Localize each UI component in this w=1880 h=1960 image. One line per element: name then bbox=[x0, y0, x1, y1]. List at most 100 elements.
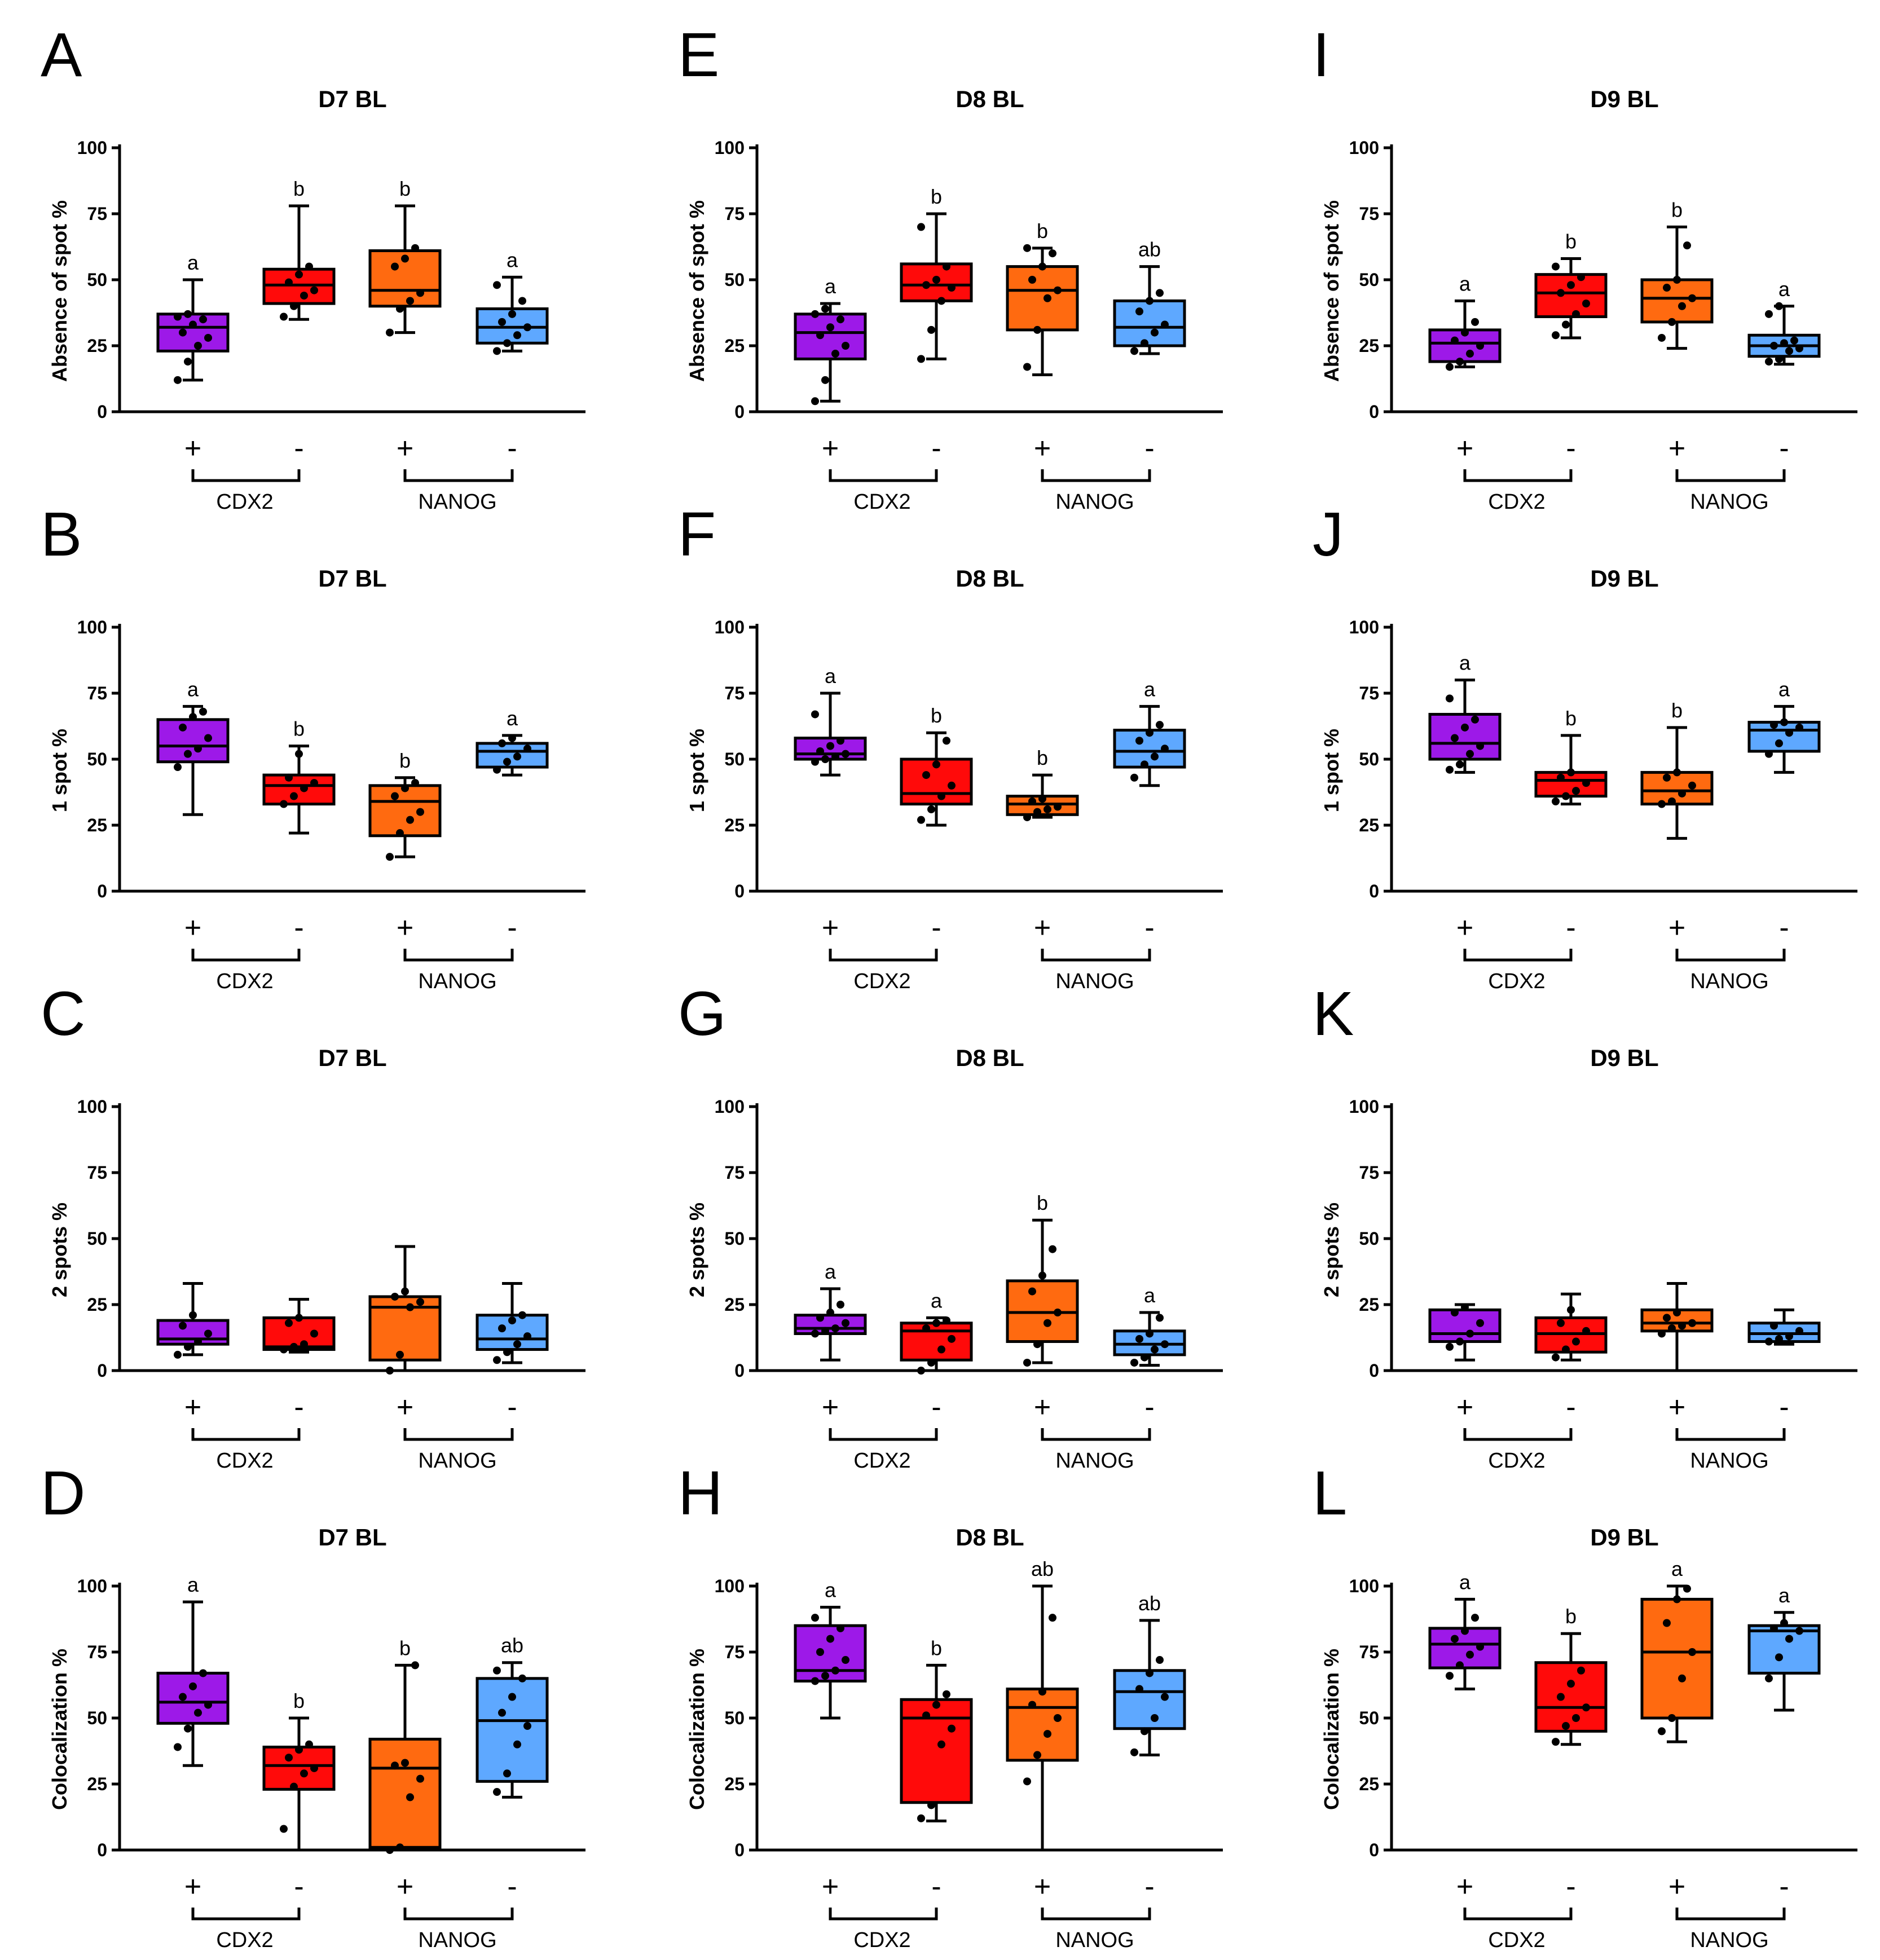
y-tick-label: 75 bbox=[87, 204, 107, 224]
group-bracket bbox=[1463, 469, 1573, 482]
group-label: NANOG bbox=[1690, 490, 1768, 514]
data-point bbox=[305, 262, 313, 271]
data-point bbox=[1567, 1306, 1575, 1314]
data-point bbox=[508, 734, 516, 742]
minus-marker: - bbox=[1779, 1391, 1789, 1424]
panel-title: D7 BL bbox=[318, 1524, 386, 1551]
box bbox=[1113, 1669, 1186, 1730]
y-tick-label: 50 bbox=[87, 749, 107, 769]
panel-letter: K bbox=[1313, 979, 1354, 1049]
data-point bbox=[826, 1635, 834, 1643]
data-point bbox=[1451, 1309, 1459, 1317]
box bbox=[262, 1316, 336, 1351]
data-point bbox=[842, 750, 849, 758]
significance-letter: a bbox=[1459, 651, 1471, 675]
y-tick-label: 25 bbox=[724, 336, 745, 356]
data-point bbox=[816, 1648, 824, 1656]
data-point bbox=[285, 1754, 293, 1762]
data-point bbox=[948, 1334, 956, 1343]
data-point bbox=[493, 1356, 501, 1364]
plus-marker: + bbox=[1034, 1391, 1051, 1424]
minus-marker: - bbox=[507, 1870, 517, 1903]
minus-marker: - bbox=[507, 911, 517, 944]
box bbox=[900, 1322, 973, 1362]
data-point bbox=[842, 342, 849, 350]
data-point bbox=[1562, 1722, 1570, 1730]
y-tick-label: 0 bbox=[734, 881, 745, 901]
box bbox=[1534, 1661, 1608, 1733]
y-tick-label: 75 bbox=[724, 1162, 745, 1183]
data-point bbox=[1557, 1693, 1565, 1701]
significance-letter: a bbox=[1671, 1557, 1683, 1580]
group-label: CDX2 bbox=[216, 970, 273, 993]
data-point bbox=[386, 328, 394, 337]
data-point bbox=[411, 1661, 419, 1670]
data-point bbox=[1028, 276, 1036, 284]
data-point bbox=[174, 312, 182, 321]
significance-letter: b bbox=[931, 185, 942, 208]
group-label: NANOG bbox=[1690, 970, 1768, 993]
data-point bbox=[1663, 1314, 1671, 1322]
data-point bbox=[174, 1743, 182, 1751]
data-point bbox=[1572, 310, 1580, 318]
y-tick-label: 50 bbox=[1359, 270, 1379, 290]
y-axis-label: Absence of spot % bbox=[1320, 200, 1343, 382]
y-tick-label: 0 bbox=[97, 881, 107, 901]
data-point bbox=[204, 1329, 212, 1338]
data-point bbox=[1456, 1337, 1464, 1346]
panel-letter: F bbox=[678, 500, 716, 569]
y-tick-label: 75 bbox=[724, 683, 745, 703]
group-bracket bbox=[1041, 1908, 1151, 1921]
data-point bbox=[416, 1774, 424, 1783]
panel-title: D8 BL bbox=[956, 86, 1024, 112]
significance-letter: b bbox=[1037, 746, 1048, 769]
plus-marker: + bbox=[1456, 1870, 1473, 1903]
box bbox=[1006, 1688, 1079, 1762]
group-bracket bbox=[829, 1908, 938, 1921]
significance-letter: ab bbox=[1031, 1557, 1054, 1580]
group-label: NANOG bbox=[418, 1449, 496, 1473]
data-point bbox=[1141, 1727, 1148, 1736]
significance-letter: b bbox=[931, 1636, 942, 1659]
data-point bbox=[1054, 286, 1062, 294]
data-point bbox=[1770, 721, 1778, 729]
data-point bbox=[1461, 723, 1469, 732]
data-point bbox=[391, 1292, 399, 1301]
panel-L: L D9 BL Colocalization % 0 25 50 75 100 a b a a + - + -… bbox=[1313, 1459, 1857, 1952]
y-tick-label: 100 bbox=[715, 1576, 745, 1596]
minus-marker: - bbox=[294, 1870, 303, 1903]
minus-marker: - bbox=[1566, 1391, 1575, 1424]
data-point bbox=[836, 1624, 844, 1632]
data-point bbox=[821, 305, 829, 313]
data-point bbox=[300, 292, 308, 300]
minus-marker: - bbox=[1779, 1870, 1789, 1903]
data-point bbox=[811, 1614, 819, 1622]
significance-letter: a bbox=[1459, 1570, 1471, 1593]
data-point bbox=[1658, 1727, 1666, 1736]
data-point bbox=[1049, 1614, 1056, 1622]
data-point bbox=[1785, 1332, 1793, 1341]
data-point bbox=[1476, 1319, 1484, 1327]
box bbox=[1006, 265, 1079, 332]
group-label: CDX2 bbox=[1488, 490, 1545, 514]
significance-letter: a bbox=[1459, 272, 1471, 295]
data-point bbox=[1466, 750, 1474, 758]
data-point bbox=[493, 765, 501, 774]
data-point bbox=[1557, 773, 1565, 782]
data-point bbox=[927, 805, 935, 813]
significance-letter: a bbox=[1778, 1584, 1790, 1607]
data-point bbox=[1466, 1650, 1474, 1659]
data-point bbox=[386, 853, 394, 861]
data-point bbox=[1765, 1674, 1773, 1682]
box bbox=[156, 718, 230, 764]
data-point bbox=[1683, 241, 1691, 250]
y-tick-label: 0 bbox=[97, 1360, 107, 1381]
data-point bbox=[189, 713, 197, 721]
data-point bbox=[493, 1788, 501, 1796]
significance-letter: b bbox=[293, 1689, 305, 1712]
significance-letter: a bbox=[507, 707, 518, 730]
data-point bbox=[1023, 813, 1031, 821]
panel-C: C D7 BL 2 spots % 0 25 50 75 100 + - + - CDX2 NANOG bbox=[41, 979, 585, 1473]
data-point bbox=[498, 318, 506, 326]
